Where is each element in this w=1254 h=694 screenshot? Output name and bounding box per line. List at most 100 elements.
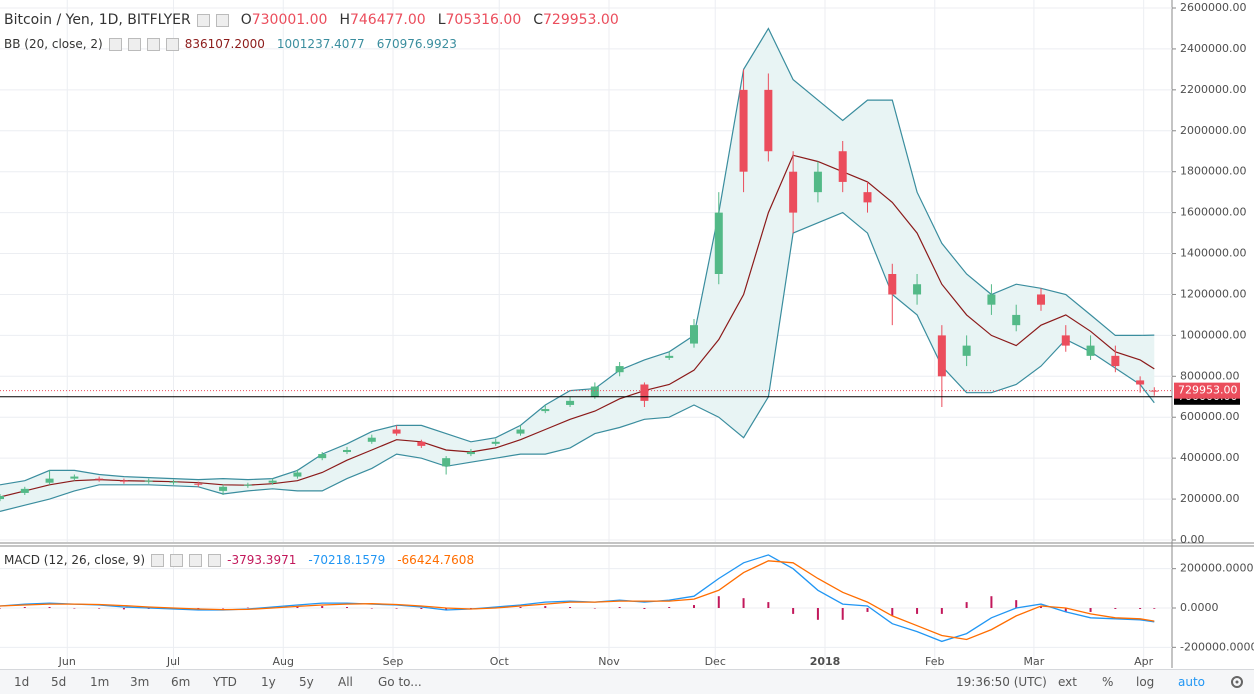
x-tick-label: Jul xyxy=(166,655,180,668)
y-tick-label: 1600000.00 xyxy=(1180,206,1246,219)
indicator-line xyxy=(0,560,1155,641)
range-button[interactable]: 3m xyxy=(130,675,150,689)
candle-body xyxy=(987,294,996,305)
candle-body xyxy=(20,488,29,493)
y-tick-label: 2200000.00 xyxy=(1180,83,1246,96)
candle-body xyxy=(392,429,401,434)
ohlc-item: L705316.00 xyxy=(438,12,522,28)
icon[interactable] xyxy=(170,553,184,567)
icon[interactable] xyxy=(146,37,160,51)
range-button[interactable]: 1m xyxy=(90,675,110,689)
range-button[interactable]: 5d xyxy=(51,675,67,689)
histogram-bar xyxy=(345,607,348,608)
candle-body xyxy=(491,441,500,444)
indicator-title: MACD (12, 26, close, 9) xyxy=(4,553,146,567)
histogram-bar xyxy=(866,608,869,612)
candle-body xyxy=(1111,355,1120,367)
candle-body xyxy=(888,274,897,295)
range-button[interactable]: 1d xyxy=(14,675,30,689)
histogram-bar xyxy=(668,607,671,608)
band-line xyxy=(0,27,1155,486)
settings-icon[interactable] xyxy=(1229,674,1245,690)
candle-body xyxy=(640,384,649,401)
histogram-bar xyxy=(841,608,844,620)
histogram-bar xyxy=(296,606,299,608)
indicator-value: 1001237.4077 xyxy=(276,37,365,51)
y-tick-label: 400000.00 xyxy=(1180,451,1240,464)
candle-body xyxy=(1036,294,1045,305)
x-tick-label: Jun xyxy=(58,655,76,668)
candle-body xyxy=(318,454,327,459)
icon[interactable] xyxy=(189,553,203,567)
indicator-values: 836107.2000 1001237.4077 670976.9923 xyxy=(185,37,457,51)
icon[interactable] xyxy=(151,553,165,567)
candle-body xyxy=(590,386,599,397)
histogram-bar xyxy=(321,606,324,608)
ohlc-value: 746477.00 xyxy=(349,12,426,28)
y-tick-label: 0.0000 xyxy=(1180,601,1219,614)
histogram-bar xyxy=(1153,608,1156,609)
y-tick-label: 1400000.00 xyxy=(1180,247,1246,260)
goto-button[interactable]: Go to... xyxy=(378,675,422,689)
icon[interactable] xyxy=(215,13,229,27)
candle-body xyxy=(293,472,302,477)
y-tick-label: 0.00 xyxy=(1180,533,1205,546)
y-tick-label: 200000.00 xyxy=(1180,492,1240,505)
x-tick-label: Dec xyxy=(705,655,726,668)
option-button[interactable]: % xyxy=(1102,675,1114,689)
candle-body xyxy=(566,400,575,405)
candle-body xyxy=(1012,314,1021,326)
x-tick-label: 2018 xyxy=(810,655,841,668)
y-tick-label: 2600000.00 xyxy=(1180,1,1246,14)
histogram-bar xyxy=(569,607,572,608)
icon[interactable] xyxy=(108,37,122,51)
option-button[interactable]: log xyxy=(1136,675,1155,689)
icon[interactable] xyxy=(165,37,179,51)
candle-body xyxy=(516,429,525,434)
histogram-bar xyxy=(742,598,745,608)
option-button[interactable]: ext xyxy=(1058,675,1077,689)
icon[interactable] xyxy=(196,13,210,27)
candle-body xyxy=(169,481,178,483)
y-tick-label: 1200000.00 xyxy=(1180,287,1246,300)
y-tick-label: 800000.00 xyxy=(1180,369,1240,382)
candle-body xyxy=(243,484,252,486)
price-tag xyxy=(1174,382,1240,399)
histogram-bar xyxy=(420,608,423,609)
histogram-bar xyxy=(965,602,968,608)
histogram-bar xyxy=(767,602,770,608)
x-tick-label: Oct xyxy=(490,655,510,668)
candle-body xyxy=(442,458,451,467)
range-button[interactable]: All xyxy=(338,675,353,689)
ohlc-key: L xyxy=(437,12,446,28)
x-tick-label: Aug xyxy=(273,655,294,668)
icon[interactable] xyxy=(208,553,222,567)
candle-body xyxy=(417,441,426,446)
range-button[interactable]: 5y xyxy=(299,675,314,689)
candle-body xyxy=(764,89,773,152)
histogram-bar xyxy=(1089,608,1092,612)
range-button[interactable]: YTD xyxy=(213,675,237,689)
indicator-title: BB (20, close, 2) xyxy=(4,37,103,51)
band-line xyxy=(0,154,1155,498)
histogram-bar xyxy=(1139,608,1142,609)
clock: 19:36:50 (UTC) xyxy=(956,675,1047,689)
indicator-values: -3793.3971 -70218.1579 -66424.7608 xyxy=(227,553,474,567)
y-tick-label: -200000.0000 xyxy=(1180,640,1254,653)
y-tick-label: 200000.0000 xyxy=(1180,562,1253,575)
icon[interactable] xyxy=(127,37,141,51)
histogram-bar xyxy=(98,608,101,609)
histogram-bar xyxy=(643,608,646,609)
option-button[interactable]: auto xyxy=(1178,675,1206,689)
candle-body xyxy=(268,480,277,483)
range-button[interactable]: 1y xyxy=(261,675,276,689)
candle-body xyxy=(45,478,54,483)
range-button[interactable]: 6m xyxy=(171,675,191,689)
ohlc-key: O xyxy=(240,12,252,28)
histogram-bar xyxy=(618,607,621,608)
band-line xyxy=(0,211,1155,512)
candle-body xyxy=(95,478,104,480)
histogram-bar xyxy=(0,608,1,609)
histogram-bar xyxy=(23,607,26,608)
candle-body xyxy=(913,284,922,295)
